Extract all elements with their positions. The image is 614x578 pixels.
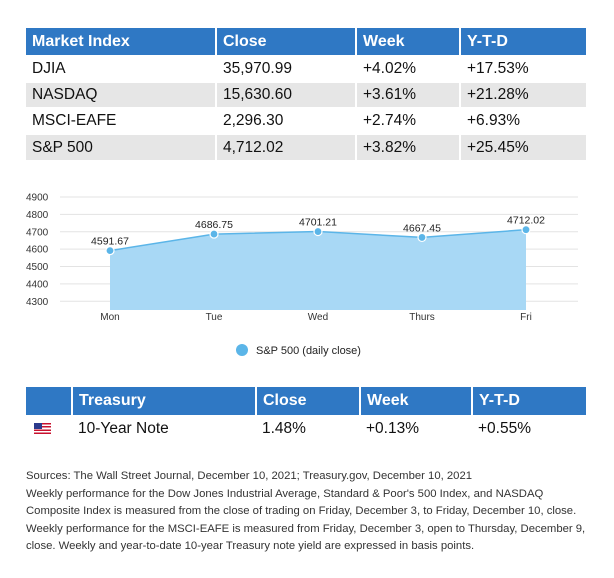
- y-tick-label: 4800: [26, 210, 49, 221]
- data-point: [105, 246, 115, 256]
- index-close: 4,712.02: [216, 133, 357, 160]
- data-label: 4686.75: [195, 219, 233, 231]
- treasury-table: Treasury Close Week Y-T-D 10-Year Note 1…: [26, 387, 586, 443]
- y-tick-label: 4500: [26, 262, 49, 273]
- treasury-ytd: +0.55%: [478, 420, 532, 437]
- us-flag-icon: [34, 423, 51, 435]
- methodology-text: Weekly performance for the Dow Jones Ind…: [26, 487, 586, 553]
- header-week: Week: [360, 387, 473, 415]
- x-tick-label: Wed: [308, 312, 328, 323]
- header-treasury: Treasury: [72, 387, 257, 415]
- index-ytd: +6.93%: [460, 107, 586, 134]
- data-point: [209, 229, 219, 239]
- treasury-table-header-row: Treasury Close Week Y-T-D: [26, 387, 586, 415]
- legend-swatch-icon: [236, 344, 248, 356]
- treasury-name: 10-Year Note: [78, 420, 169, 437]
- header-week: Week: [356, 28, 461, 56]
- data-label: 4701.21: [299, 217, 337, 229]
- table-row: NASDAQ 15,630.60 +3.61% +21.28%: [26, 81, 586, 108]
- index-name: MSCI-EAFE: [26, 107, 217, 134]
- index-close: 2,296.30: [216, 107, 357, 134]
- table-row: S&P 500 4,712.02 +3.82% +25.45%: [26, 133, 586, 160]
- treasury-week: +0.13%: [366, 420, 420, 437]
- index-ytd: +21.28%: [460, 81, 586, 108]
- market-index-table: Market Index Close Week Y-T-D DJIA 35,97…: [26, 28, 586, 160]
- index-name: NASDAQ: [26, 81, 217, 108]
- index-week: +3.82%: [356, 133, 461, 160]
- data-point: [417, 232, 427, 243]
- legend-label: S&P 500 (daily close): [256, 345, 361, 357]
- x-tick-label: Fri: [520, 312, 532, 323]
- y-tick-label: 4400: [26, 279, 49, 290]
- index-week: +3.61%: [356, 81, 461, 108]
- y-tick-label: 4900: [26, 193, 49, 204]
- header-close: Close: [256, 387, 361, 415]
- y-tick-label: 4300: [26, 297, 49, 308]
- area-fill: [110, 229, 526, 310]
- header-ytd: Y-T-D: [460, 28, 586, 56]
- index-week: +2.74%: [356, 107, 461, 134]
- flag-cell: [26, 415, 72, 443]
- header-close: Close: [216, 28, 357, 56]
- table-row: MSCI-EAFE 2,296.30 +2.74% +6.93%: [26, 107, 586, 134]
- source-notes: Sources: The Wall Street Journal, Decemb…: [26, 468, 596, 556]
- data-point: [313, 226, 323, 237]
- sp500-area-chart: 4300 4400 4500 4600 4700 4800 4900 4591.67 4686…: [26, 193, 578, 357]
- table-row: 10-Year Note 1.48% +0.13% +0.55%: [26, 415, 586, 443]
- market-table-header-row: Market Index Close Week Y-T-D: [26, 28, 586, 56]
- header-market-index: Market Index: [26, 28, 217, 56]
- y-tick-label: 4600: [26, 245, 49, 256]
- data-label: 4667.45: [403, 222, 441, 234]
- index-close: 35,970.99: [216, 55, 357, 82]
- x-tick-label: Thurs: [409, 312, 435, 323]
- index-name: DJIA: [26, 55, 217, 82]
- y-tick-label: 4700: [26, 227, 49, 238]
- data-label: 4591.67: [91, 236, 129, 248]
- x-tick-label: Tue: [206, 312, 223, 323]
- sources-line: Sources: The Wall Street Journal, Decemb…: [26, 470, 473, 482]
- index-ytd: +25.45%: [460, 133, 586, 160]
- data-label: 4712.02: [507, 215, 545, 227]
- table-row: DJIA 35,970.99 +4.02% +17.53%: [26, 55, 586, 82]
- treasury-close: 1.48%: [262, 420, 306, 437]
- index-week: +4.02%: [356, 55, 461, 82]
- index-name: S&P 500: [26, 133, 217, 160]
- x-tick-label: Mon: [100, 312, 119, 323]
- index-close: 15,630.60: [216, 81, 357, 108]
- header-flag-blank: [26, 387, 73, 415]
- data-point: [521, 225, 531, 235]
- index-ytd: +17.53%: [460, 55, 586, 82]
- header-ytd: Y-T-D: [472, 387, 586, 415]
